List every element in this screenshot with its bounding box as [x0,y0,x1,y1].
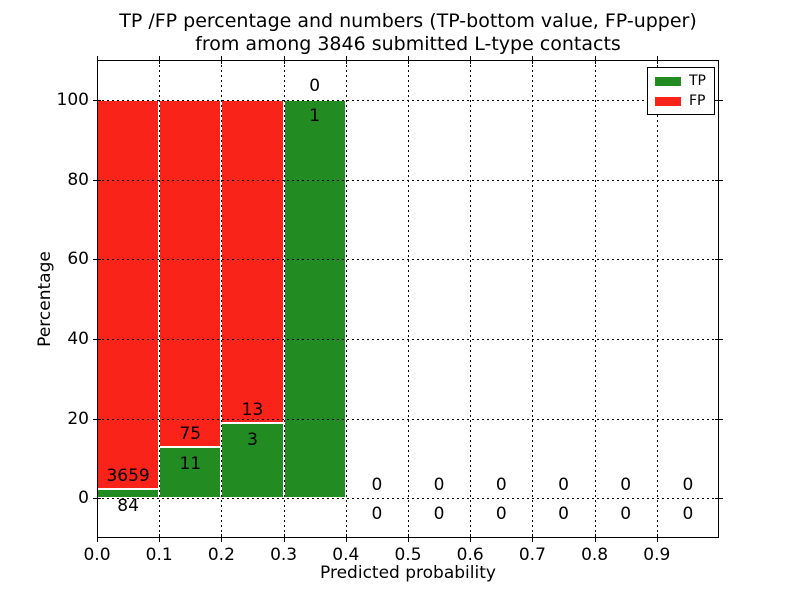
x-tick-label: 0.8 [581,545,609,565]
legend-entry-tp: TP [655,74,707,88]
x-tick-label: 0.2 [207,545,235,565]
grid-line-vertical [345,60,347,538]
grid-line-vertical [470,60,472,538]
x-tick-mark-top [656,56,658,64]
x-tick-mark-top [594,56,596,64]
y-tick-label: 80 [67,169,89,190]
x-tick-label: 0.7 [518,545,546,565]
x-tick-label: 0.1 [145,545,173,565]
x-tick-mark-top [159,56,161,64]
legend: TP FP [647,67,715,115]
fp-count-label: 0 [433,474,445,495]
fp-legend-label: FP [689,93,706,109]
fp-count-label: 0 [682,474,694,495]
tp-legend-swatch-icon [655,76,681,86]
x-tick-mark-top [408,56,409,64]
y-tick-label: 100 [56,89,89,110]
x-tick-mark [470,534,472,542]
x-tick-mark [159,534,161,542]
grid-line-vertical [532,60,534,538]
x-tick-mark [221,534,223,542]
tp-count-label: 0 [620,504,632,525]
y-tick-mark-right [715,179,723,181]
grid-line-vertical [656,60,658,538]
tp-count-label: 84 [117,495,139,516]
chart-title-line1: TP /FP percentage and numbers (TP-bottom… [119,10,697,32]
y-tick-label: 20 [67,408,89,429]
x-tick-mark-top [97,56,98,64]
x-tick-mark [97,534,98,542]
chart-title-line2: from among 3846 submitted L-type contact… [195,33,621,55]
grid-line-horizontal [97,498,719,500]
tp-count-label: 11 [179,453,202,474]
x-tick-label: 0.9 [643,545,671,565]
chart-title: TP /FP percentage and numbers (TP-bottom… [97,10,719,56]
tp-count-label: 0 [682,504,694,525]
x-tick-mark [345,534,347,542]
x-tick-mark [283,534,285,542]
x-tick-label: 0.4 [332,545,360,565]
x-tick-mark [594,534,596,542]
x-tick-mark-top [532,56,534,64]
fp-count-label: 3659 [106,465,150,486]
y-tick-mark-right [715,498,723,500]
fp-count-label: 13 [241,399,264,420]
fp-bar-segment [159,99,222,448]
y-tick-label: 0 [78,488,89,509]
x-tick-mark [408,534,409,542]
x-tick-mark-top [221,56,223,64]
x-tick-mark [656,534,658,542]
x-tick-mark [532,534,534,542]
y-tick-label: 40 [67,328,89,349]
tp-count-label: 3 [247,429,258,450]
fp-count-label: 0 [309,76,321,97]
fp-count-label: 0 [620,474,632,495]
fp-count-label: 0 [371,474,383,495]
fp-legend-swatch-icon [655,96,681,106]
y-tick-label: 60 [67,249,89,270]
fp-bar-segment [221,99,284,424]
y-tick-mark-right [715,99,723,101]
tp-bar-segment [159,447,222,499]
x-tick-label: 0.5 [394,545,422,565]
x-tick-mark-top [345,56,347,64]
tp-count-label: 0 [495,504,507,525]
tp-count-label: 0 [371,504,383,525]
fp-count-label: 75 [179,423,202,444]
tp-count-label: 0 [558,504,569,525]
x-axis-label: Predicted probability [320,563,496,583]
y-tick-mark-right [715,418,723,420]
x-tick-mark-top [283,56,285,64]
x-tick-label: 0.3 [270,545,298,565]
tp-count-label: 0 [433,504,445,525]
x-tick-label: 0.0 [83,545,111,565]
x-tick-mark-top [470,56,472,64]
y-tick-mark-right [715,259,723,261]
fp-count-label: 0 [495,474,507,495]
fp-count-label: 0 [558,474,569,495]
y-tick-mark-right [715,338,723,340]
grid-line-vertical [408,60,409,538]
tp-bar-segment [283,99,346,499]
grid-line-vertical [594,60,596,538]
tp-legend-label: TP [689,73,706,89]
x-tick-label: 0.6 [456,545,484,565]
legend-entry-fp: FP [655,94,707,108]
tp-count-label: 1 [309,106,321,127]
